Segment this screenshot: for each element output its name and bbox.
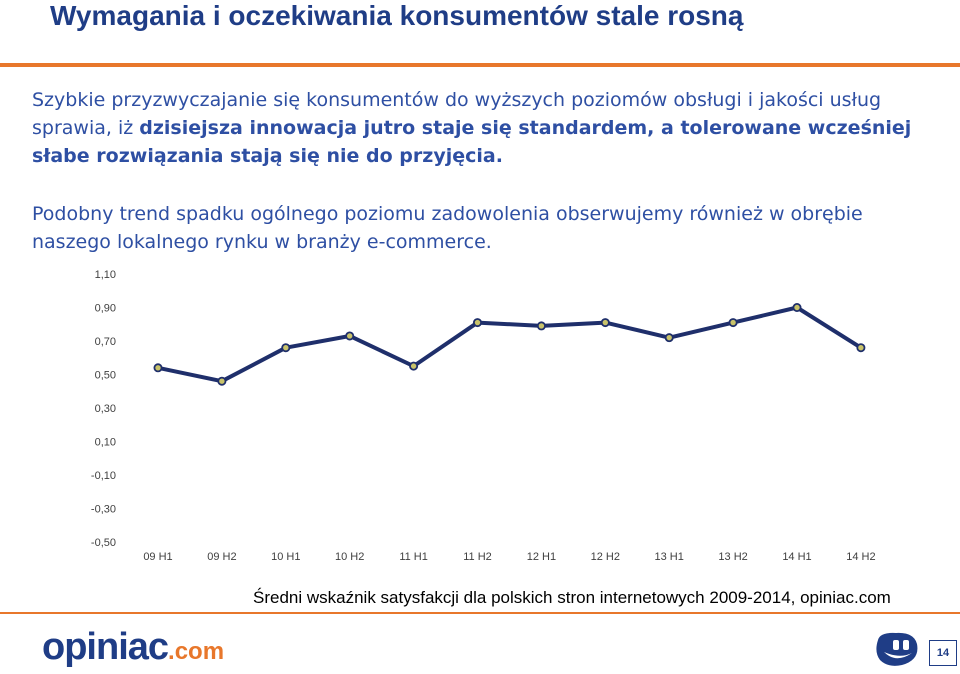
title-divider — [0, 63, 960, 67]
x-tick-label: 13 H1 — [655, 551, 684, 563]
y-tick-label: 1,10 — [95, 269, 116, 281]
data-point — [856, 343, 866, 353]
y-tick-label: 0,30 — [95, 403, 116, 415]
y-tick-label: -0,30 — [91, 504, 116, 516]
x-tick-label: 09 H2 — [207, 551, 236, 563]
data-point — [472, 318, 482, 328]
x-tick-label: 14 H1 — [782, 551, 811, 563]
smiley-mascot-icon — [876, 632, 918, 666]
data-point — [600, 318, 610, 328]
x-tick-label: 11 H2 — [463, 551, 492, 563]
logo-suffix: .com — [168, 638, 225, 665]
series-line — [157, 305, 862, 384]
data-point — [281, 343, 291, 353]
y-tick-label: 0,10 — [95, 437, 116, 449]
x-tick-label: 12 H2 — [591, 551, 620, 563]
y-tick-label: 0,70 — [95, 336, 116, 348]
x-tick-label: 14 H2 — [846, 551, 875, 563]
data-point — [217, 376, 227, 386]
x-tick-label: 10 H2 — [335, 551, 364, 563]
page-number: 14 — [929, 640, 957, 666]
opiniac-logo: opiniac.com — [42, 626, 224, 669]
y-tick-label: 0,50 — [95, 370, 116, 382]
data-point — [536, 321, 546, 331]
data-point — [409, 361, 419, 371]
y-tick-label: 0,90 — [95, 303, 116, 315]
intro-paragraph: Szybkie przyzwyczajanie się konsumentów … — [32, 86, 932, 170]
trend-paragraph: Podobny trend spadku ogólnego poziomu za… — [32, 203, 863, 253]
x-tick-label: 12 H1 — [527, 551, 556, 563]
data-point — [728, 318, 738, 328]
footer-divider — [0, 612, 960, 614]
intro-text: Szybkie przyzwyczajanie się konsumentów … — [32, 89, 882, 139]
data-point — [664, 333, 674, 343]
x-tick-label: 10 H1 — [271, 551, 300, 563]
y-tick-label: -0,50 — [91, 537, 116, 549]
chart-caption: Średni wskaźnik satysfakcji dla polskich… — [253, 588, 891, 607]
intro-emphasis: dzisiejsza innowacja jutro staje się sta… — [32, 117, 912, 167]
logo-main: opiniac — [42, 626, 169, 668]
x-tick-label: 11 H1 — [399, 551, 428, 563]
satisfaction-line-chart: 1,10 0,90 0,70 0,50 0,30 0,10 -0,10 -0,30 -0,50 0… — [91, 269, 876, 563]
data-point — [345, 331, 355, 341]
data-point — [792, 303, 802, 313]
x-tick-label: 09 H1 — [143, 551, 172, 563]
y-tick-label: -0,10 — [91, 470, 116, 482]
data-point — [153, 363, 163, 373]
x-tick-label: 13 H2 — [718, 551, 747, 563]
page-title: Wymagania i oczekiwania konsumentów stal… — [50, 0, 744, 31]
